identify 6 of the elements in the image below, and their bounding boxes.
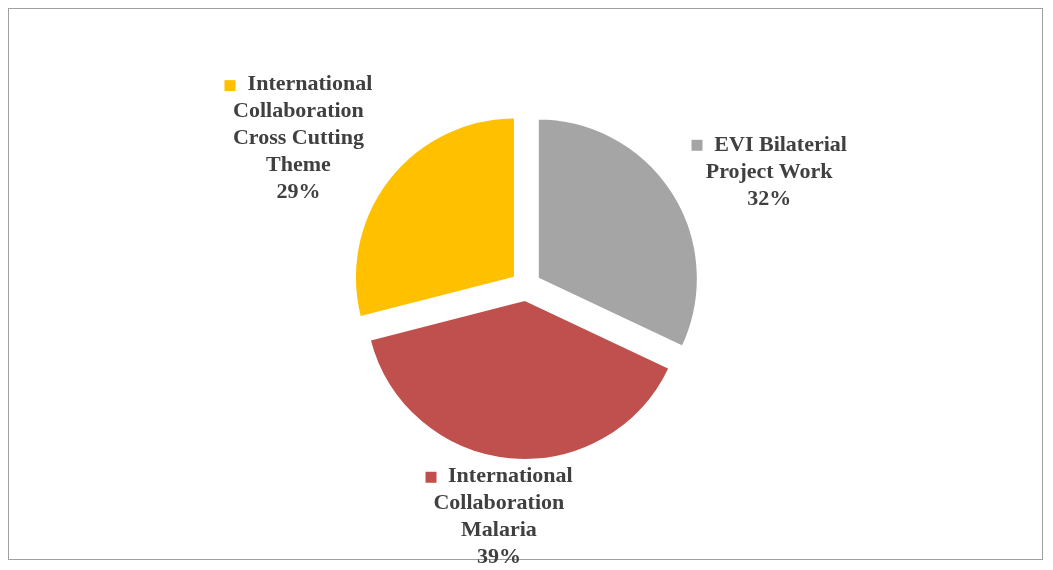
data-label: 29%	[276, 178, 321, 204]
legend-label: International Collaboration Cross Cutting Theme	[232, 70, 373, 177]
data-label: 39%	[476, 542, 521, 568]
data-label: 32%	[747, 184, 792, 210]
legend-label: International Collaboration Malaria	[433, 461, 573, 541]
legend-label: EVI Bilaterial Project Work	[705, 130, 847, 183]
